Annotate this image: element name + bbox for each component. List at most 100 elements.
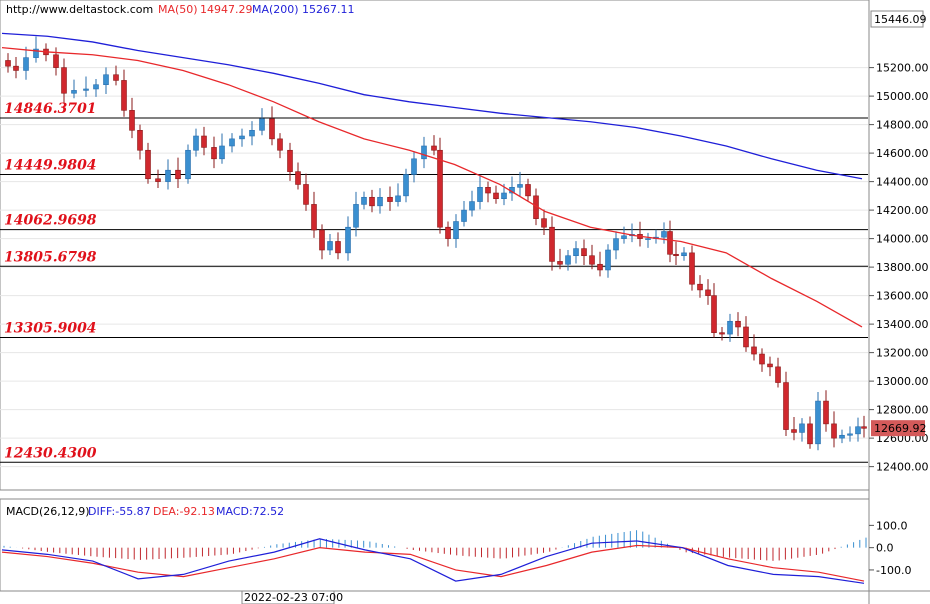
candle bbox=[71, 79, 77, 99]
macd-title: MACD(26,12,9) bbox=[6, 505, 90, 518]
candle bbox=[605, 244, 611, 278]
candle bbox=[791, 417, 797, 441]
candle bbox=[369, 189, 375, 213]
candle bbox=[353, 191, 359, 237]
candle bbox=[403, 168, 409, 203]
grid bbox=[0, 67, 868, 468]
macd-tick-label: 100.0 bbox=[876, 519, 908, 532]
level-label: 14062.9698 bbox=[4, 213, 97, 229]
candle bbox=[61, 58, 67, 103]
candle bbox=[525, 178, 531, 201]
candle bbox=[387, 186, 393, 211]
ma50-label: MA(50) bbox=[158, 3, 198, 16]
candle bbox=[249, 121, 255, 146]
candle bbox=[711, 283, 717, 338]
level-label: 12430.4300 bbox=[4, 445, 97, 461]
top-price-badge bbox=[870, 10, 924, 28]
ma50-line bbox=[1, 47, 863, 328]
current-price-badge-text: 12669.92 bbox=[874, 422, 927, 435]
price-tick-label: 13800.00 bbox=[876, 261, 929, 274]
candle bbox=[549, 216, 555, 271]
macd-lines bbox=[1, 538, 865, 584]
candle bbox=[239, 128, 245, 147]
macd-diff: DIFF:-55.87 bbox=[88, 505, 151, 518]
price-tick-label: 14000.00 bbox=[876, 233, 929, 246]
candle bbox=[613, 231, 619, 260]
candle bbox=[129, 97, 135, 139]
candle bbox=[23, 46, 29, 80]
macd-tick-label: 0.0 bbox=[876, 542, 894, 555]
price-tick-label: 13000.00 bbox=[876, 375, 929, 388]
candle bbox=[201, 126, 207, 156]
candle bbox=[229, 133, 235, 153]
price-tick-label: 13400.00 bbox=[876, 318, 929, 331]
level-label: 14846.3701 bbox=[4, 101, 97, 117]
candle bbox=[345, 216, 351, 261]
candle bbox=[855, 417, 861, 442]
time-axis: 2022-02-23 07:00 bbox=[0, 590, 930, 604]
candle bbox=[517, 171, 523, 197]
current-price-badge bbox=[871, 420, 925, 437]
candle bbox=[155, 169, 161, 189]
candlesticks bbox=[5, 36, 867, 451]
candle bbox=[565, 250, 571, 271]
ma50-value: 14947.29 bbox=[200, 3, 253, 16]
candle bbox=[185, 144, 191, 184]
price-ticks: 15200.00 15000.00 14800.00 14600.00 14400.00… bbox=[869, 62, 929, 474]
candle bbox=[719, 326, 725, 341]
candle bbox=[193, 128, 199, 157]
candle bbox=[165, 159, 171, 190]
candle bbox=[847, 426, 853, 442]
candle bbox=[461, 200, 467, 227]
candle bbox=[259, 108, 265, 136]
candle bbox=[573, 241, 579, 264]
candle bbox=[211, 136, 217, 169]
candle bbox=[689, 245, 695, 291]
site-url[interactable]: http://www.deltastock.com bbox=[6, 3, 153, 16]
candle bbox=[431, 135, 437, 156]
candle bbox=[287, 142, 293, 181]
candle bbox=[807, 416, 813, 449]
candle bbox=[277, 133, 283, 159]
ma200-value: 15267.11 bbox=[302, 3, 355, 16]
candle bbox=[5, 53, 11, 73]
candle bbox=[303, 173, 309, 211]
candle bbox=[219, 133, 225, 164]
candle bbox=[589, 244, 595, 270]
candle bbox=[861, 415, 867, 438]
candle bbox=[645, 232, 651, 248]
price-tick-label: 12400.00 bbox=[876, 461, 929, 474]
date-badge-text: 2022-02-23 07:00 bbox=[244, 591, 343, 604]
macd-histogram bbox=[3, 530, 867, 561]
candle bbox=[673, 241, 679, 265]
price-tick-label: 14800.00 bbox=[876, 119, 929, 132]
price-tick-label: 15000.00 bbox=[876, 90, 929, 103]
price-tick-label: 13600.00 bbox=[876, 290, 929, 303]
macd-panel[interactable]: MACD(26,12,9) DIFF:-55.87 DEA:-92.13 MAC… bbox=[0, 498, 911, 592]
price-axis[interactable]: 15200.00 15000.00 14800.00 14600.00 14400.00… bbox=[868, 0, 929, 604]
candle bbox=[493, 185, 499, 204]
price-tick-label: 14600.00 bbox=[876, 147, 929, 160]
top-price-badge-text: 15446.09 bbox=[874, 13, 927, 26]
candle bbox=[653, 229, 659, 244]
candle bbox=[453, 214, 459, 248]
candle bbox=[727, 313, 733, 342]
candle bbox=[597, 251, 603, 277]
price-tick-label: 15200.00 bbox=[876, 62, 929, 75]
candle bbox=[775, 357, 781, 388]
price-panel[interactable]: 14846.3701 14449.9804 14062.9698 13805.6798… bbox=[0, 0, 870, 491]
candle bbox=[445, 221, 451, 247]
candle bbox=[823, 390, 829, 432]
dea-line bbox=[1, 544, 865, 582]
candle bbox=[681, 247, 687, 261]
candle bbox=[621, 226, 627, 244]
price-panel-frame bbox=[0, 0, 870, 491]
candle bbox=[437, 137, 443, 234]
candle bbox=[485, 181, 491, 203]
date-badge bbox=[241, 590, 335, 604]
candle bbox=[361, 191, 367, 210]
candle bbox=[705, 279, 711, 305]
price-tick-label: 14200.00 bbox=[876, 204, 929, 217]
ma200-line bbox=[1, 32, 863, 180]
